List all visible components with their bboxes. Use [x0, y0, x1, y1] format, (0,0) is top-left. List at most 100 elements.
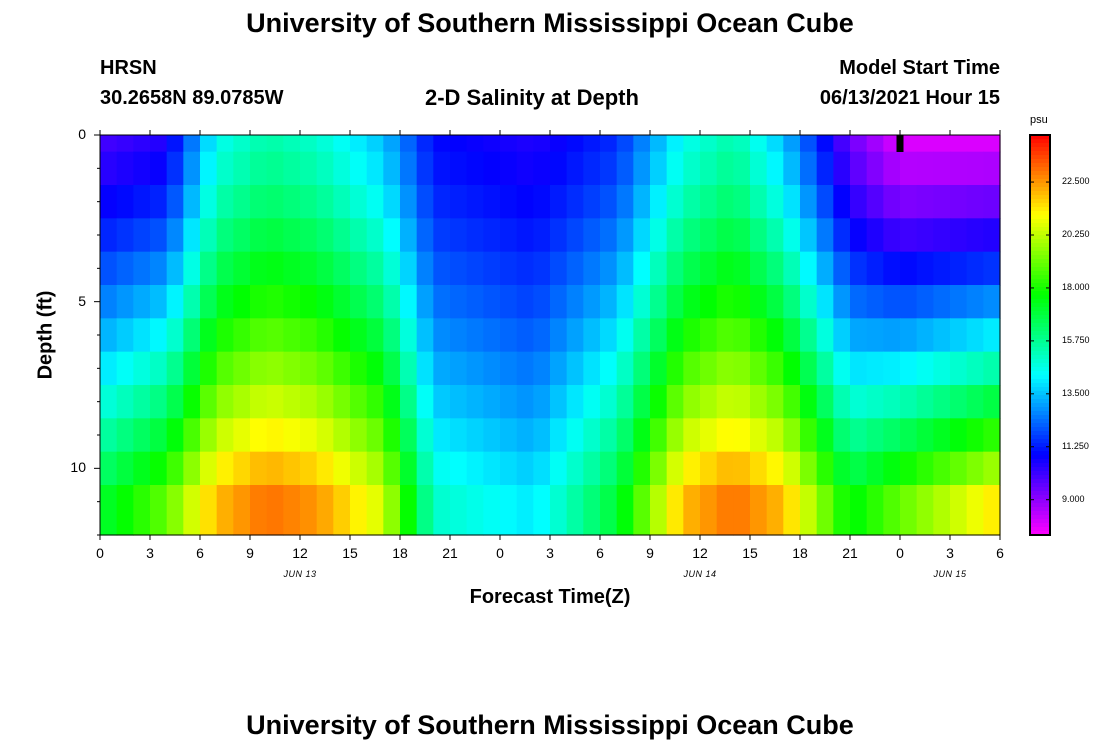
heatmap-cell [350, 151, 368, 186]
colorbar-segment [1030, 263, 1050, 268]
heatmap-cell [966, 151, 984, 186]
colorbar-segment [1030, 447, 1050, 452]
heatmap-cell [166, 451, 184, 486]
heatmap-cell [466, 385, 484, 419]
heatmap-cell [933, 251, 951, 286]
heatmap-cell [583, 251, 601, 286]
heatmap-cell [150, 251, 168, 286]
heatmap-cell [300, 285, 318, 319]
colorbar-segment [1030, 331, 1050, 336]
heatmap-cell [700, 351, 718, 386]
heatmap-cell [883, 151, 901, 186]
heatmap-cell [766, 151, 784, 186]
heatmap-cell [850, 151, 868, 186]
heatmap-cell [233, 485, 251, 536]
heatmap-cell [516, 185, 534, 219]
heatmap-cell [383, 318, 401, 353]
heatmap-cell [583, 485, 601, 536]
heatmap-cell [316, 185, 334, 219]
heatmap-cell [116, 485, 134, 536]
colorbar-segment [1030, 227, 1050, 232]
heatmap-cell [783, 135, 801, 153]
colorbar-segment [1030, 527, 1050, 532]
colorbar-segment [1030, 295, 1050, 300]
colorbar-segment [1030, 155, 1050, 160]
heatmap-cell [333, 318, 351, 353]
heatmap-cell [366, 151, 384, 186]
date-label: JUN 15 [933, 569, 967, 579]
heatmap-cell [633, 351, 651, 386]
heatmap-cell [283, 285, 301, 319]
heatmap-cell [600, 218, 618, 253]
heatmap-cell [450, 251, 468, 286]
colorbar-segment [1030, 291, 1050, 296]
heatmap-cell [216, 351, 234, 386]
heatmap-cell [733, 151, 751, 186]
colorbar-segment [1030, 167, 1050, 172]
heatmap-cell [866, 385, 884, 419]
colorbar-segment [1030, 427, 1050, 432]
heatmap-cell [650, 185, 668, 219]
heatmap-cell [233, 251, 251, 286]
heatmap-cell [833, 485, 851, 536]
heatmap-cell [150, 318, 168, 353]
colorbar-unit: psu [1030, 114, 1048, 126]
heatmap-cell [250, 351, 268, 386]
heatmap-cell [633, 485, 651, 536]
heatmap-cell [633, 185, 651, 219]
heatmap-cell [900, 418, 918, 453]
heatmap-cell [516, 485, 534, 536]
colorbar-segment [1030, 195, 1050, 200]
heatmap-cell [783, 251, 801, 286]
heatmap-cell [333, 135, 351, 153]
heatmap-cell [900, 385, 918, 419]
colorbar-segment [1030, 215, 1050, 220]
heatmap-cell [333, 151, 351, 186]
heatmap-cell [116, 135, 134, 153]
heatmap-cell [983, 285, 1001, 319]
heatmap-cell [483, 318, 501, 353]
heatmap-cell [300, 151, 318, 186]
colorbar-segment [1030, 371, 1050, 376]
heatmap-cell [450, 451, 468, 486]
heatmap-cell [266, 385, 284, 419]
heatmap-cell [966, 418, 984, 453]
heatmap-cell [783, 285, 801, 319]
heatmap-cell [716, 218, 734, 253]
colorbar-segment [1030, 311, 1050, 316]
heatmap-cell [683, 385, 701, 419]
heatmap-cell [950, 451, 968, 486]
heatmap-cell [500, 451, 518, 486]
heatmap-cell [800, 285, 818, 319]
heatmap-cell [850, 218, 868, 253]
heatmap-cell [600, 318, 618, 353]
heatmap-cell [483, 185, 501, 219]
heatmap-cell [750, 418, 768, 453]
heatmap-cell [616, 485, 634, 536]
heatmap-cell [983, 151, 1001, 186]
heatmap-cell [466, 135, 484, 153]
heatmap-cell [550, 151, 568, 186]
heatmap-cell [766, 385, 784, 419]
heatmap-cell [616, 318, 634, 353]
heatmap-cell [250, 135, 268, 153]
colorbar-segment [1030, 503, 1050, 508]
heatmap-cell [250, 318, 268, 353]
heatmap-cell [666, 251, 684, 286]
colorbar-segment [1030, 255, 1050, 260]
heatmap-cell [716, 251, 734, 286]
heatmap-cell [733, 218, 751, 253]
colorbar-segment [1030, 515, 1050, 520]
heatmap-cell [333, 185, 351, 219]
heatmap-cell [366, 351, 384, 386]
heatmap-cell [716, 151, 734, 186]
heatmap-cell [583, 151, 601, 186]
heatmap-cell [366, 485, 384, 536]
heatmap-cell [316, 151, 334, 186]
heatmap-cell [916, 185, 934, 219]
colorbar-segment [1030, 387, 1050, 392]
heatmap-cell [883, 385, 901, 419]
heatmap-cell [866, 135, 884, 153]
heatmap-cell [233, 285, 251, 319]
